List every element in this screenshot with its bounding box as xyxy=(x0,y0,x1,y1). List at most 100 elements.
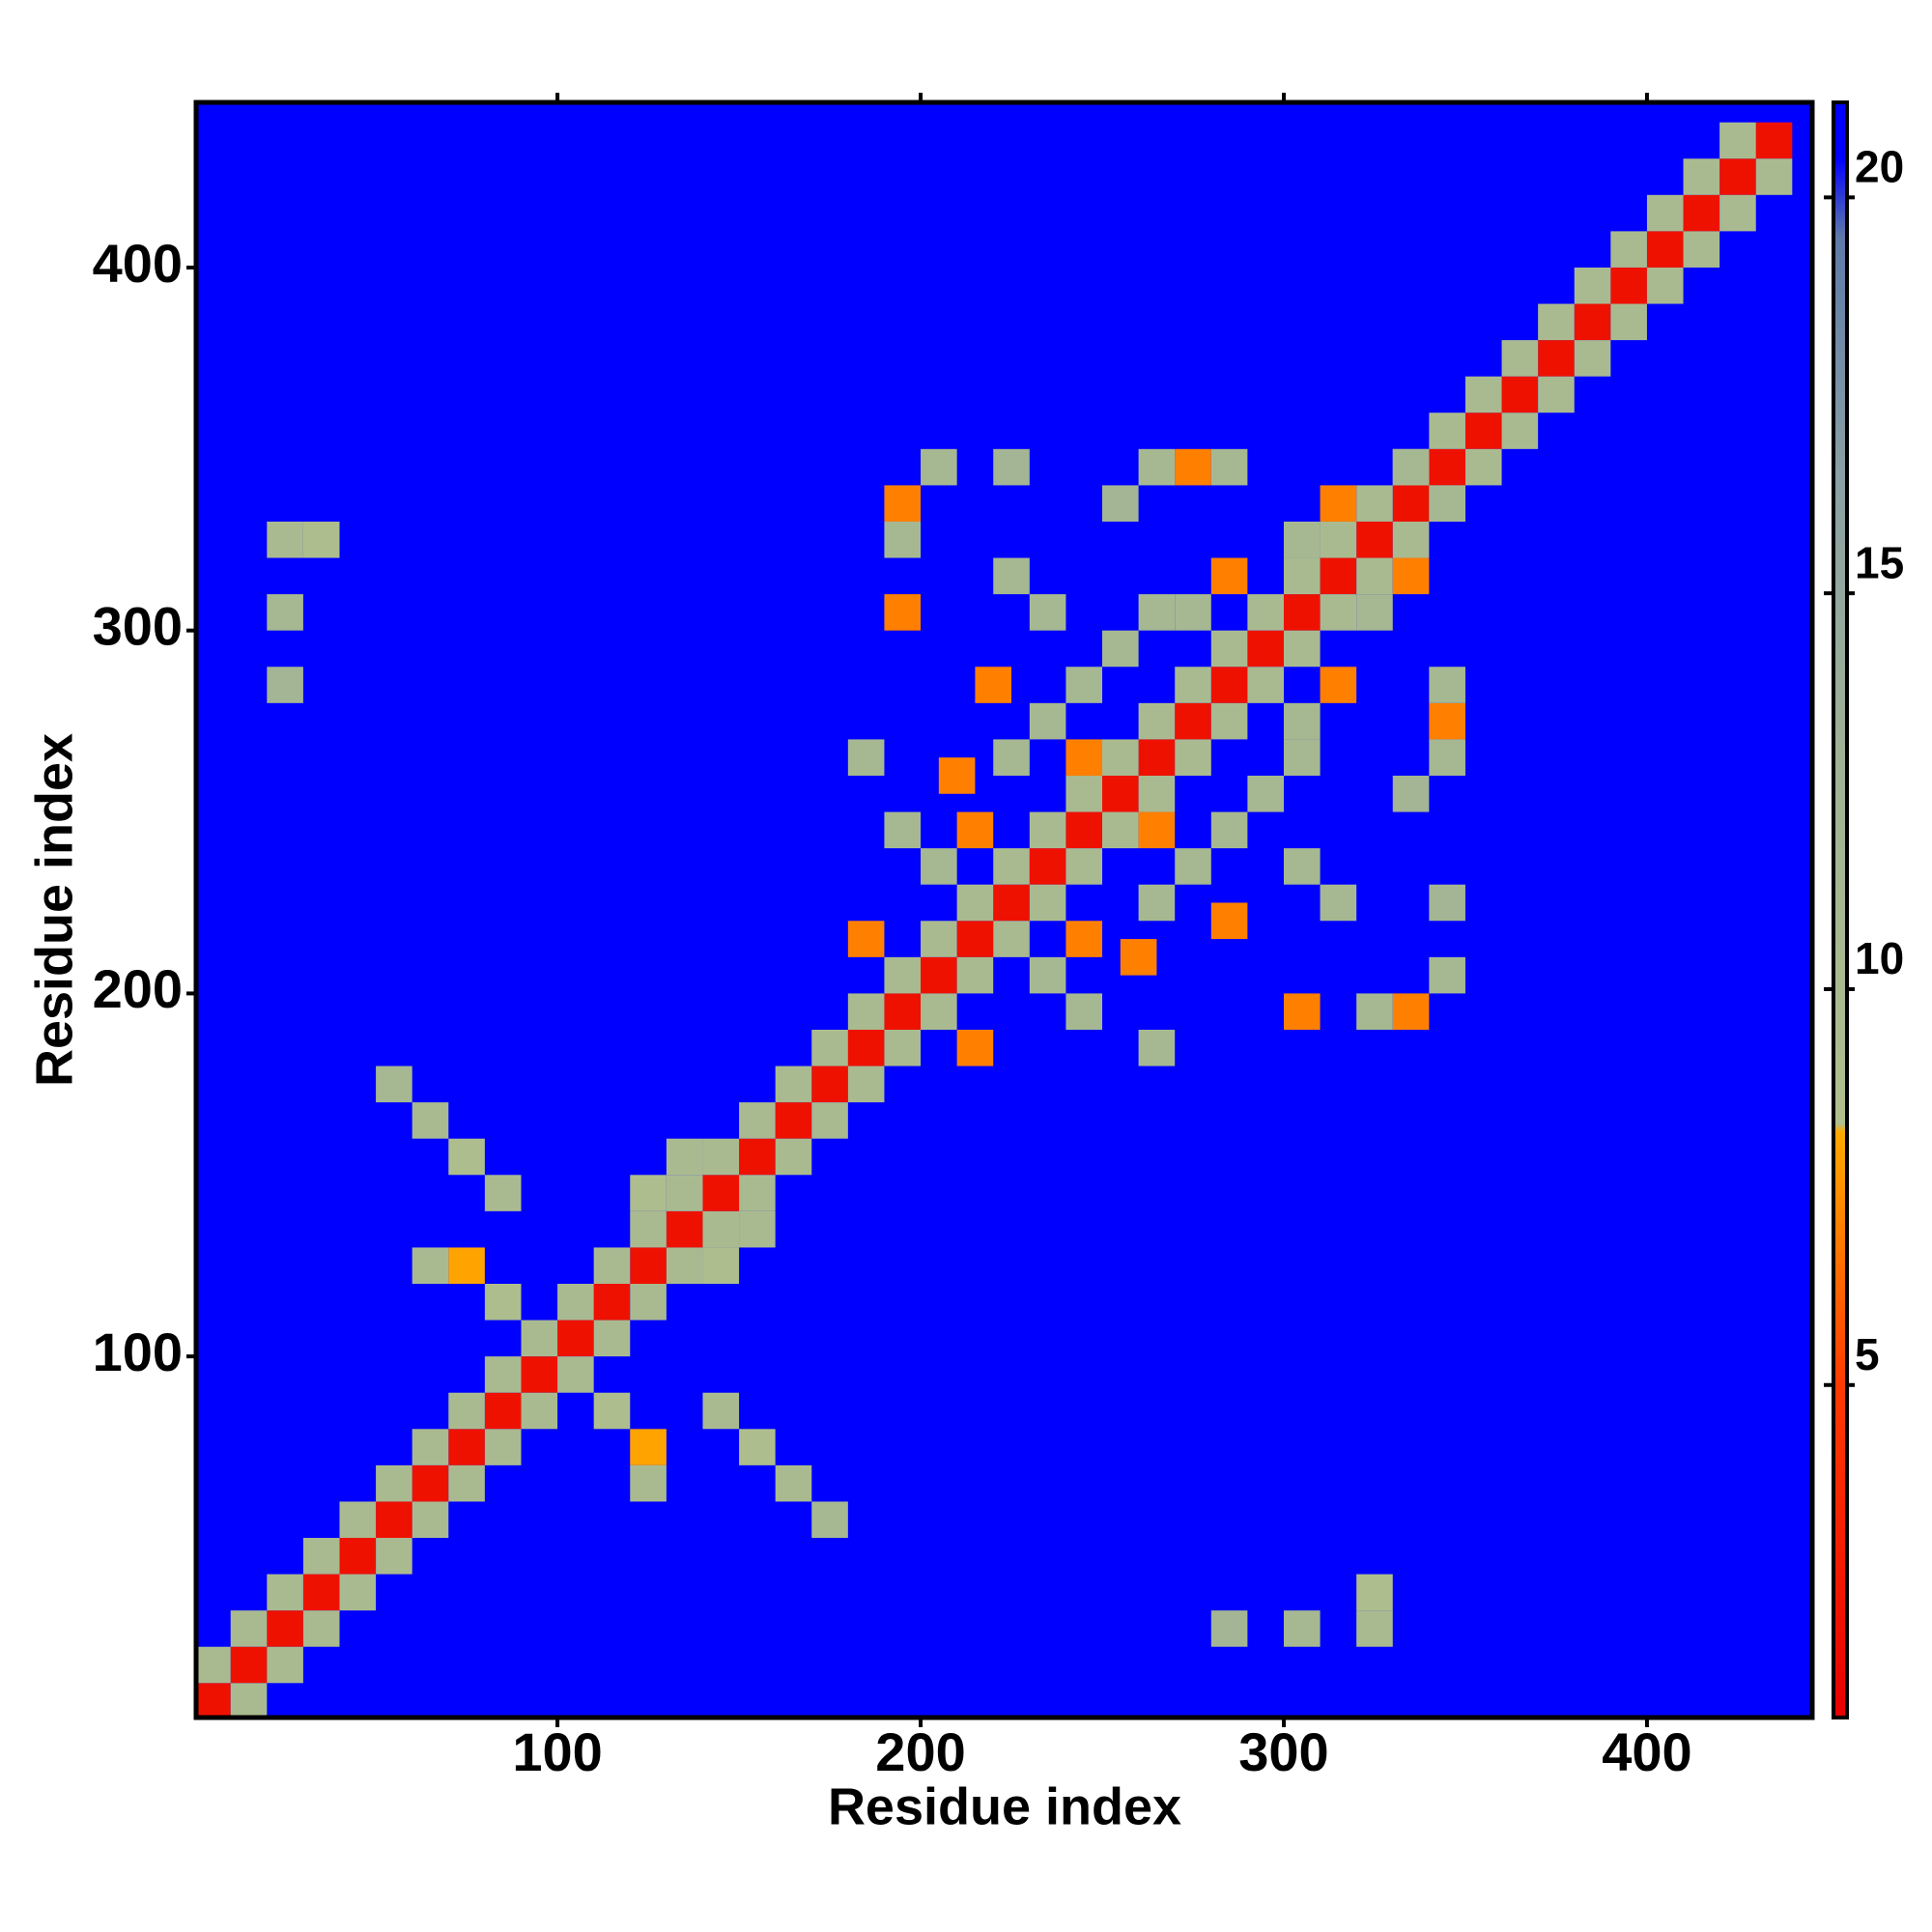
heatmap-cell xyxy=(1175,594,1211,631)
heatmap-cell xyxy=(739,1429,776,1465)
heatmap-cell xyxy=(1283,521,1321,558)
heatmap xyxy=(196,102,1812,1718)
heatmap-cell xyxy=(702,1247,740,1285)
heatmap-cell xyxy=(448,1247,485,1285)
heatmap-cell xyxy=(412,1247,449,1285)
heatmap-cell xyxy=(847,739,885,776)
heatmap-cell xyxy=(1320,557,1357,595)
y-tick-label: 400 xyxy=(93,233,183,294)
heatmap-cell xyxy=(1392,993,1430,1030)
heatmap-cell xyxy=(1283,993,1321,1030)
heatmap-cell xyxy=(1247,667,1284,703)
heatmap-cell xyxy=(739,1138,776,1176)
heatmap-cell xyxy=(1210,448,1248,486)
heatmap-cell xyxy=(267,1646,303,1684)
heatmap-cell xyxy=(412,1429,449,1465)
heatmap-cell xyxy=(1102,485,1139,522)
heatmap-cell xyxy=(1029,884,1066,922)
heatmap-cell xyxy=(993,848,1030,885)
heatmap-cell xyxy=(1320,667,1357,703)
heatmap-cell xyxy=(1283,557,1321,595)
heatmap-cell xyxy=(1210,630,1248,668)
heatmap-cell xyxy=(521,1320,558,1357)
heatmap-cell xyxy=(1102,775,1139,812)
heatmap-cell xyxy=(921,848,957,885)
heatmap-cell xyxy=(1029,811,1066,849)
heatmap-cell xyxy=(448,1464,485,1502)
heatmap-cell xyxy=(702,1210,740,1248)
heatmap-cell xyxy=(1392,448,1430,486)
heatmap-cell xyxy=(1429,667,1465,703)
heatmap-cell xyxy=(811,1501,848,1539)
heatmap-cell xyxy=(521,1356,558,1393)
heatmap-cell xyxy=(1356,594,1393,631)
heatmap-cell xyxy=(1175,702,1211,740)
heatmap-cell xyxy=(884,485,922,522)
heatmap-cell xyxy=(557,1284,594,1321)
heatmap-cell xyxy=(1138,594,1176,631)
heatmap-cell xyxy=(1210,811,1248,849)
heatmap-cell xyxy=(1175,848,1211,885)
heatmap-cell xyxy=(1356,1610,1393,1647)
heatmap-cell xyxy=(1429,412,1465,449)
heatmap-cell xyxy=(1610,231,1647,268)
heatmap-cell xyxy=(1210,902,1248,940)
heatmap-cell xyxy=(1065,848,1103,885)
heatmap-cell xyxy=(630,1429,667,1465)
heatmap-cell xyxy=(811,1029,848,1066)
heatmap-cell xyxy=(484,1175,522,1211)
heatmap-cell xyxy=(593,1320,631,1357)
heatmap-cell xyxy=(1247,630,1284,668)
heatmap-cell xyxy=(1683,158,1720,195)
heatmap-cell xyxy=(1464,376,1502,413)
x-tick-label: 100 xyxy=(512,1721,602,1782)
heatmap-cell xyxy=(993,921,1030,957)
heatmap-cell xyxy=(1138,884,1176,922)
heatmap-cell xyxy=(1610,267,1647,304)
heatmap-cell xyxy=(267,521,303,558)
heatmap-cell xyxy=(1065,667,1103,703)
heatmap-cell xyxy=(1429,702,1465,740)
heatmap-cell xyxy=(993,884,1030,922)
heatmap-cell xyxy=(1138,702,1176,740)
heatmap-cell xyxy=(412,1464,449,1502)
heatmap-cell xyxy=(847,1065,885,1103)
heatmap-cell xyxy=(448,1429,485,1465)
heatmap-cell xyxy=(448,1392,485,1430)
heatmap-cell xyxy=(593,1392,631,1430)
heatmap-cell xyxy=(196,1646,231,1684)
heatmap-cell xyxy=(484,1356,522,1393)
heatmap-cell xyxy=(412,1102,449,1139)
heatmap-cell xyxy=(666,1210,703,1248)
heatmap-cell xyxy=(884,521,922,558)
heatmap-cell xyxy=(448,1138,485,1176)
heatmap-cell xyxy=(739,1175,776,1211)
heatmap-cell xyxy=(1102,630,1139,668)
heatmap-cell xyxy=(1210,702,1248,740)
heatmap-cell xyxy=(1429,956,1465,994)
heatmap-cell xyxy=(1029,594,1066,631)
plot-frame xyxy=(193,99,1815,1720)
heatmap-cell xyxy=(1646,194,1684,232)
heatmap-cell xyxy=(1538,376,1575,413)
heatmap-cell xyxy=(956,921,994,957)
heatmap-cell xyxy=(302,521,340,558)
heatmap-cell xyxy=(1538,340,1575,377)
heatmap-cell xyxy=(1283,1610,1321,1647)
heatmap-cell xyxy=(593,1247,631,1285)
heatmap-cell xyxy=(921,956,957,994)
heatmap-cell xyxy=(1210,667,1248,703)
heatmap-cell xyxy=(921,921,957,957)
heatmap-cell xyxy=(1175,448,1211,486)
colorbar-tick-label: 15 xyxy=(1855,537,1904,587)
heatmap-cell xyxy=(1646,267,1684,304)
heatmap-cell xyxy=(884,993,922,1030)
heatmap-cell xyxy=(484,1429,522,1465)
heatmap-cell xyxy=(1538,303,1575,341)
heatmap-cell xyxy=(1175,739,1211,776)
heatmap-cell xyxy=(1320,884,1357,922)
heatmap-cell xyxy=(1283,702,1321,740)
heatmap-cell xyxy=(811,1102,848,1139)
heatmap-cell xyxy=(775,1065,812,1103)
heatmap-cell xyxy=(956,811,994,849)
